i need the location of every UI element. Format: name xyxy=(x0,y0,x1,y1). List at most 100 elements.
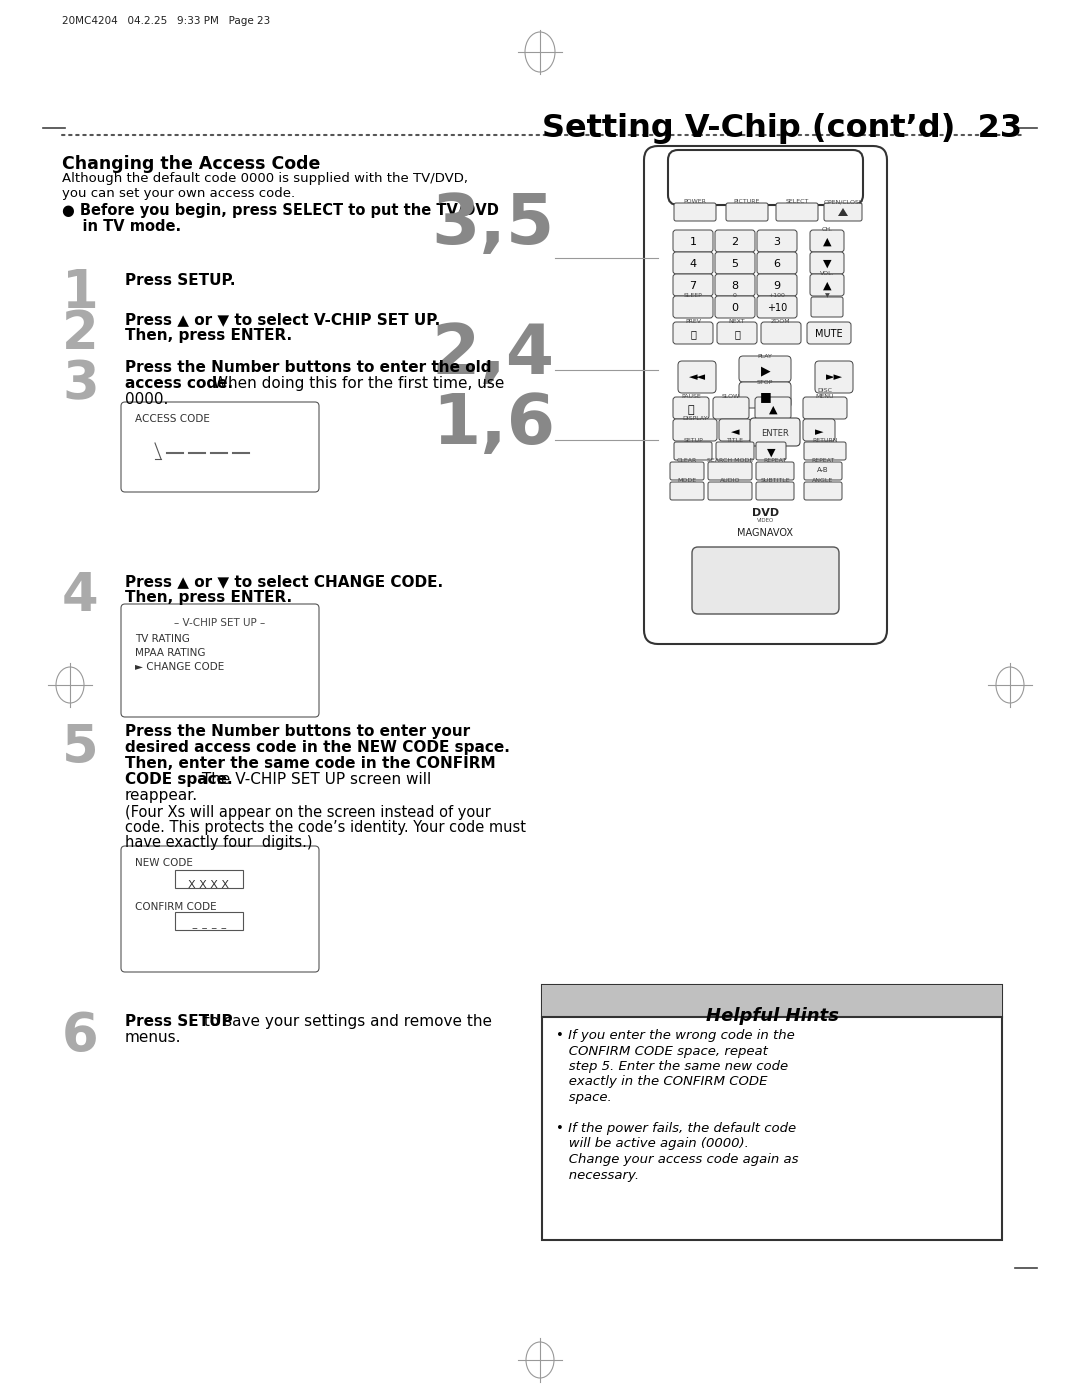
Text: TITLE: TITLE xyxy=(727,439,743,443)
Text: OPEN/CLOSE: OPEN/CLOSE xyxy=(823,198,863,204)
Text: ▼: ▼ xyxy=(825,293,829,298)
Text: 0000.: 0000. xyxy=(125,393,168,407)
Text: 2: 2 xyxy=(62,307,98,360)
Text: MPAA RATING: MPAA RATING xyxy=(135,648,205,658)
Text: ZOOM: ZOOM xyxy=(771,319,791,324)
Text: have exactly four  digits.): have exactly four digits.) xyxy=(125,835,312,849)
Text: reappear.: reappear. xyxy=(125,788,198,803)
FancyBboxPatch shape xyxy=(674,441,712,460)
FancyBboxPatch shape xyxy=(756,441,786,460)
FancyBboxPatch shape xyxy=(674,203,716,221)
FancyBboxPatch shape xyxy=(673,419,717,441)
Text: Press SETUP.: Press SETUP. xyxy=(125,272,235,288)
Text: When doing this for the first time, use: When doing this for the first time, use xyxy=(208,376,504,391)
FancyBboxPatch shape xyxy=(815,360,853,393)
Text: ▲: ▲ xyxy=(769,405,778,415)
Text: Then, enter the same code in the CONFIRM: Then, enter the same code in the CONFIRM xyxy=(125,756,496,771)
Text: ● Before you begin, press SELECT to put the TV/DVD: ● Before you begin, press SELECT to put … xyxy=(62,203,499,218)
Text: PREV: PREV xyxy=(685,319,701,324)
Text: necessary.: necessary. xyxy=(556,1168,639,1182)
FancyBboxPatch shape xyxy=(715,274,755,296)
FancyBboxPatch shape xyxy=(673,296,713,319)
Text: POWER: POWER xyxy=(684,198,706,204)
Text: MODE: MODE xyxy=(677,478,697,483)
FancyBboxPatch shape xyxy=(121,604,319,717)
Text: Press SETUP: Press SETUP xyxy=(125,1014,232,1030)
Text: VOL.: VOL. xyxy=(820,271,835,277)
Text: DVD: DVD xyxy=(752,509,779,518)
Text: REPEAT: REPEAT xyxy=(764,458,786,462)
Text: ►►: ►► xyxy=(825,372,842,381)
FancyBboxPatch shape xyxy=(673,274,713,296)
Text: Press the Number buttons to enter your: Press the Number buttons to enter your xyxy=(125,724,470,739)
Text: ▲: ▲ xyxy=(823,237,832,247)
Text: PLAY: PLAY xyxy=(757,353,772,359)
Text: AUDIO: AUDIO xyxy=(719,478,740,483)
Text: menus.: menus. xyxy=(125,1030,181,1045)
Text: 5: 5 xyxy=(62,722,98,774)
Text: code. This protects the code’s identity. Your code must: code. This protects the code’s identity.… xyxy=(125,820,526,835)
Text: SUBTITLE: SUBTITLE xyxy=(760,478,789,483)
Text: ▼: ▼ xyxy=(767,448,775,458)
Text: 1: 1 xyxy=(689,237,697,247)
FancyBboxPatch shape xyxy=(755,397,791,419)
Text: Changing the Access Code: Changing the Access Code xyxy=(62,155,321,173)
Text: ANGLE: ANGLE xyxy=(812,478,834,483)
Text: 1: 1 xyxy=(62,267,98,319)
Text: 4: 4 xyxy=(689,258,697,270)
Text: VIDEO: VIDEO xyxy=(757,518,774,522)
Text: CH.: CH. xyxy=(822,226,833,232)
FancyBboxPatch shape xyxy=(804,462,842,481)
Text: CONFIRM CODE: CONFIRM CODE xyxy=(135,902,217,912)
FancyBboxPatch shape xyxy=(715,296,755,319)
Text: The V-CHIP SET UP screen will: The V-CHIP SET UP screen will xyxy=(197,773,431,787)
FancyBboxPatch shape xyxy=(717,321,757,344)
FancyBboxPatch shape xyxy=(750,418,800,446)
Text: ACCESS CODE: ACCESS CODE xyxy=(135,414,210,425)
Text: 3: 3 xyxy=(62,358,98,409)
Text: in TV mode.: in TV mode. xyxy=(62,219,181,235)
FancyBboxPatch shape xyxy=(670,462,704,481)
Bar xyxy=(542,985,1002,1241)
FancyBboxPatch shape xyxy=(673,231,713,251)
Text: CODE space.: CODE space. xyxy=(125,773,232,787)
FancyBboxPatch shape xyxy=(777,203,818,221)
Text: SLEEP: SLEEP xyxy=(684,293,702,298)
Text: space.: space. xyxy=(556,1091,611,1104)
FancyBboxPatch shape xyxy=(673,397,708,419)
Text: PICTURE: PICTURE xyxy=(733,198,760,204)
Bar xyxy=(175,870,243,888)
Text: ENTER: ENTER xyxy=(761,429,788,439)
Bar xyxy=(175,912,243,930)
Text: SETUP: SETUP xyxy=(684,439,703,443)
FancyBboxPatch shape xyxy=(121,402,319,492)
FancyBboxPatch shape xyxy=(804,482,842,500)
Text: SEARCH MODE: SEARCH MODE xyxy=(707,458,753,462)
Text: 2,4: 2,4 xyxy=(432,321,555,388)
Text: NEW CODE: NEW CODE xyxy=(135,858,193,868)
Text: Then, press ENTER.: Then, press ENTER. xyxy=(125,590,292,605)
Text: Press the Number buttons to enter the old: Press the Number buttons to enter the ol… xyxy=(125,360,491,374)
FancyBboxPatch shape xyxy=(669,149,863,205)
FancyBboxPatch shape xyxy=(670,482,704,500)
Text: 8: 8 xyxy=(731,281,739,291)
Text: 2: 2 xyxy=(731,237,739,247)
Text: SLOW: SLOW xyxy=(721,394,740,400)
Text: Change your access code again as: Change your access code again as xyxy=(556,1153,798,1166)
Text: X X X X: X X X X xyxy=(189,880,229,890)
Text: STOP: STOP xyxy=(757,380,773,386)
FancyBboxPatch shape xyxy=(673,251,713,274)
FancyBboxPatch shape xyxy=(644,147,887,644)
FancyBboxPatch shape xyxy=(757,251,797,274)
FancyBboxPatch shape xyxy=(757,231,797,251)
Text: • If you enter the wrong code in the: • If you enter the wrong code in the xyxy=(556,1030,795,1042)
Text: desired access code in the NEW CODE space.: desired access code in the NEW CODE spac… xyxy=(125,740,510,754)
Text: 3,5: 3,5 xyxy=(432,191,555,258)
FancyBboxPatch shape xyxy=(804,441,846,460)
Text: – – – –: – – – – xyxy=(191,922,227,935)
FancyBboxPatch shape xyxy=(811,298,843,317)
Text: DISPLAY: DISPLAY xyxy=(683,416,707,420)
Text: TV RATING: TV RATING xyxy=(135,634,190,644)
Text: • If the power fails, the default code: • If the power fails, the default code xyxy=(556,1122,796,1134)
FancyBboxPatch shape xyxy=(719,419,751,441)
